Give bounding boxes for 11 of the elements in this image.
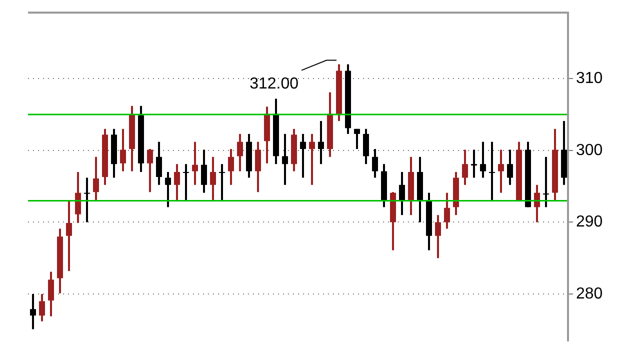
y-tick-label: 300 xyxy=(576,142,603,159)
candlestick xyxy=(543,156,549,208)
candlestick xyxy=(219,164,225,200)
y-tick-label: 280 xyxy=(576,285,603,302)
candlestick xyxy=(489,142,495,200)
candlestick xyxy=(471,150,477,178)
y-tick-label: 290 xyxy=(576,214,603,231)
y-tick-label: 310 xyxy=(576,70,603,88)
annotation: 312.00 xyxy=(250,76,299,93)
candlestick xyxy=(84,178,90,222)
candlestick xyxy=(183,164,189,200)
